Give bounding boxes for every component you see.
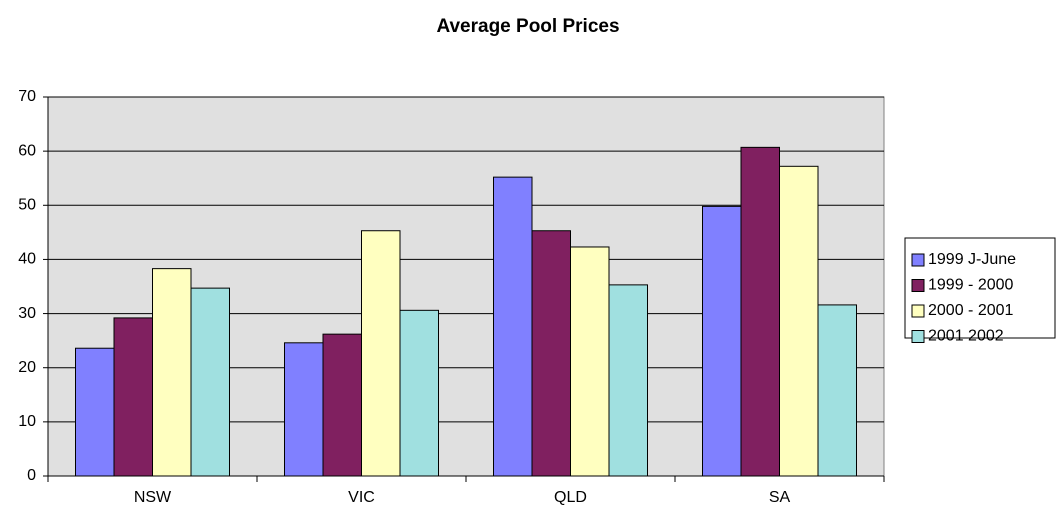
bar: [531, 230, 571, 477]
chart-title: Average Pool Prices: [436, 16, 619, 37]
bar: [740, 146, 780, 477]
legend-label: 2001 2002: [928, 328, 1004, 345]
y-tick-label: 70: [18, 88, 36, 105]
bar: [322, 333, 362, 477]
bar: [608, 284, 648, 477]
y-tick-label: 50: [18, 197, 36, 214]
bar: [399, 309, 439, 477]
bar: [817, 304, 857, 477]
legend-swatch: [911, 330, 925, 343]
y-tick-label: 10: [18, 413, 36, 430]
legend-swatch: [911, 279, 925, 292]
bar: [284, 342, 324, 477]
legend: [904, 237, 1056, 339]
y-tick-label: 60: [18, 142, 36, 159]
legend-label: 2000 - 2001: [928, 302, 1014, 319]
x-tick-label: NSW: [134, 489, 172, 506]
legend-swatch: [911, 253, 925, 267]
y-tick-label: 20: [18, 359, 36, 376]
x-tick-label: VIC: [348, 489, 375, 506]
y-tick-label: 0: [27, 467, 36, 484]
legend-swatch: [911, 304, 925, 318]
x-tick-label: SA: [769, 489, 791, 506]
bar: [779, 165, 819, 477]
bar: [493, 176, 533, 477]
legend-label: 1999 J-June: [928, 251, 1016, 268]
y-tick-label: 30: [18, 305, 36, 322]
y-tick-label: 40: [18, 251, 36, 268]
bar: [190, 287, 230, 477]
bar: [152, 268, 192, 477]
bar: [75, 347, 115, 477]
x-tick-label: QLD: [554, 489, 587, 506]
bar: [702, 205, 742, 477]
bar: [570, 246, 610, 477]
legend-label: 1999 - 2000: [928, 277, 1014, 294]
bar: [361, 230, 401, 477]
bar: [113, 317, 153, 477]
